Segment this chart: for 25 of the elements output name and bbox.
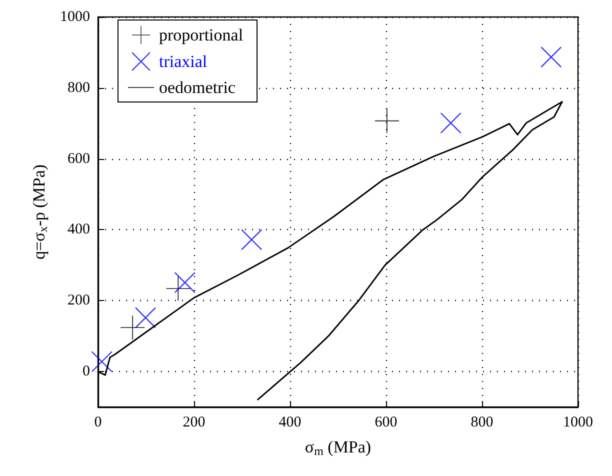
point xyxy=(241,229,262,250)
point xyxy=(120,316,145,340)
y-tick-label: 1000 xyxy=(60,9,90,25)
point xyxy=(374,108,399,133)
point xyxy=(166,276,190,301)
x-tick-label: 400 xyxy=(278,414,302,430)
legend-label: oedometric xyxy=(159,78,236,97)
x-tick-label: 0 xyxy=(94,414,102,430)
x-tick-label: 600 xyxy=(374,414,398,430)
y-tick-label: 400 xyxy=(68,222,90,238)
point xyxy=(540,46,562,68)
y-tick-label: 800 xyxy=(68,80,90,96)
point xyxy=(134,307,156,328)
point xyxy=(440,112,462,134)
legend-label: triaxial xyxy=(159,52,208,71)
y-tick-label: 600 xyxy=(68,150,90,167)
legend-label: proportional xyxy=(159,26,244,44)
y-tick-label: 200 xyxy=(68,292,90,309)
x-tick-label: 1000 xyxy=(563,414,593,430)
y-tick-label: 0 xyxy=(82,364,90,380)
x-tick-label: 800 xyxy=(470,414,494,430)
point xyxy=(174,272,196,294)
point xyxy=(91,351,112,372)
y-axis-title: q=σx-p (MPa) xyxy=(30,164,50,260)
x-tick-label: 200 xyxy=(182,414,206,430)
